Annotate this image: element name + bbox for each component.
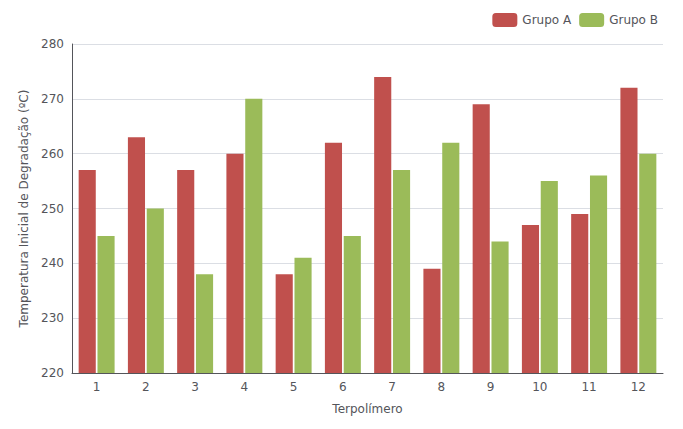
svg-text:7: 7	[388, 380, 396, 394]
svg-text:5: 5	[290, 380, 298, 394]
svg-text:4: 4	[241, 380, 249, 394]
svg-text:9: 9	[487, 380, 495, 394]
svg-text:Grupo B: Grupo B	[609, 13, 658, 27]
svg-text:3: 3	[191, 380, 199, 394]
svg-text:11: 11	[581, 380, 596, 394]
svg-text:270: 270	[41, 92, 64, 106]
svg-text:8: 8	[438, 380, 446, 394]
svg-text:Temperatura Inicial de Degrada: Temperatura Inicial de Degradação (ºC)	[17, 90, 31, 329]
svg-text:1: 1	[93, 380, 101, 394]
svg-text:Terpolímero: Terpolímero	[331, 402, 402, 416]
svg-text:6: 6	[339, 380, 347, 394]
svg-text:230: 230	[41, 311, 64, 325]
svg-text:2: 2	[142, 380, 150, 394]
svg-text:220: 220	[41, 366, 64, 380]
svg-text:Grupo A: Grupo A	[522, 13, 572, 27]
svg-text:12: 12	[631, 380, 646, 394]
svg-text:240: 240	[41, 256, 64, 270]
svg-text:250: 250	[41, 202, 64, 216]
svg-text:260: 260	[41, 147, 64, 161]
svg-text:10: 10	[532, 380, 547, 394]
svg-text:280: 280	[41, 37, 64, 51]
